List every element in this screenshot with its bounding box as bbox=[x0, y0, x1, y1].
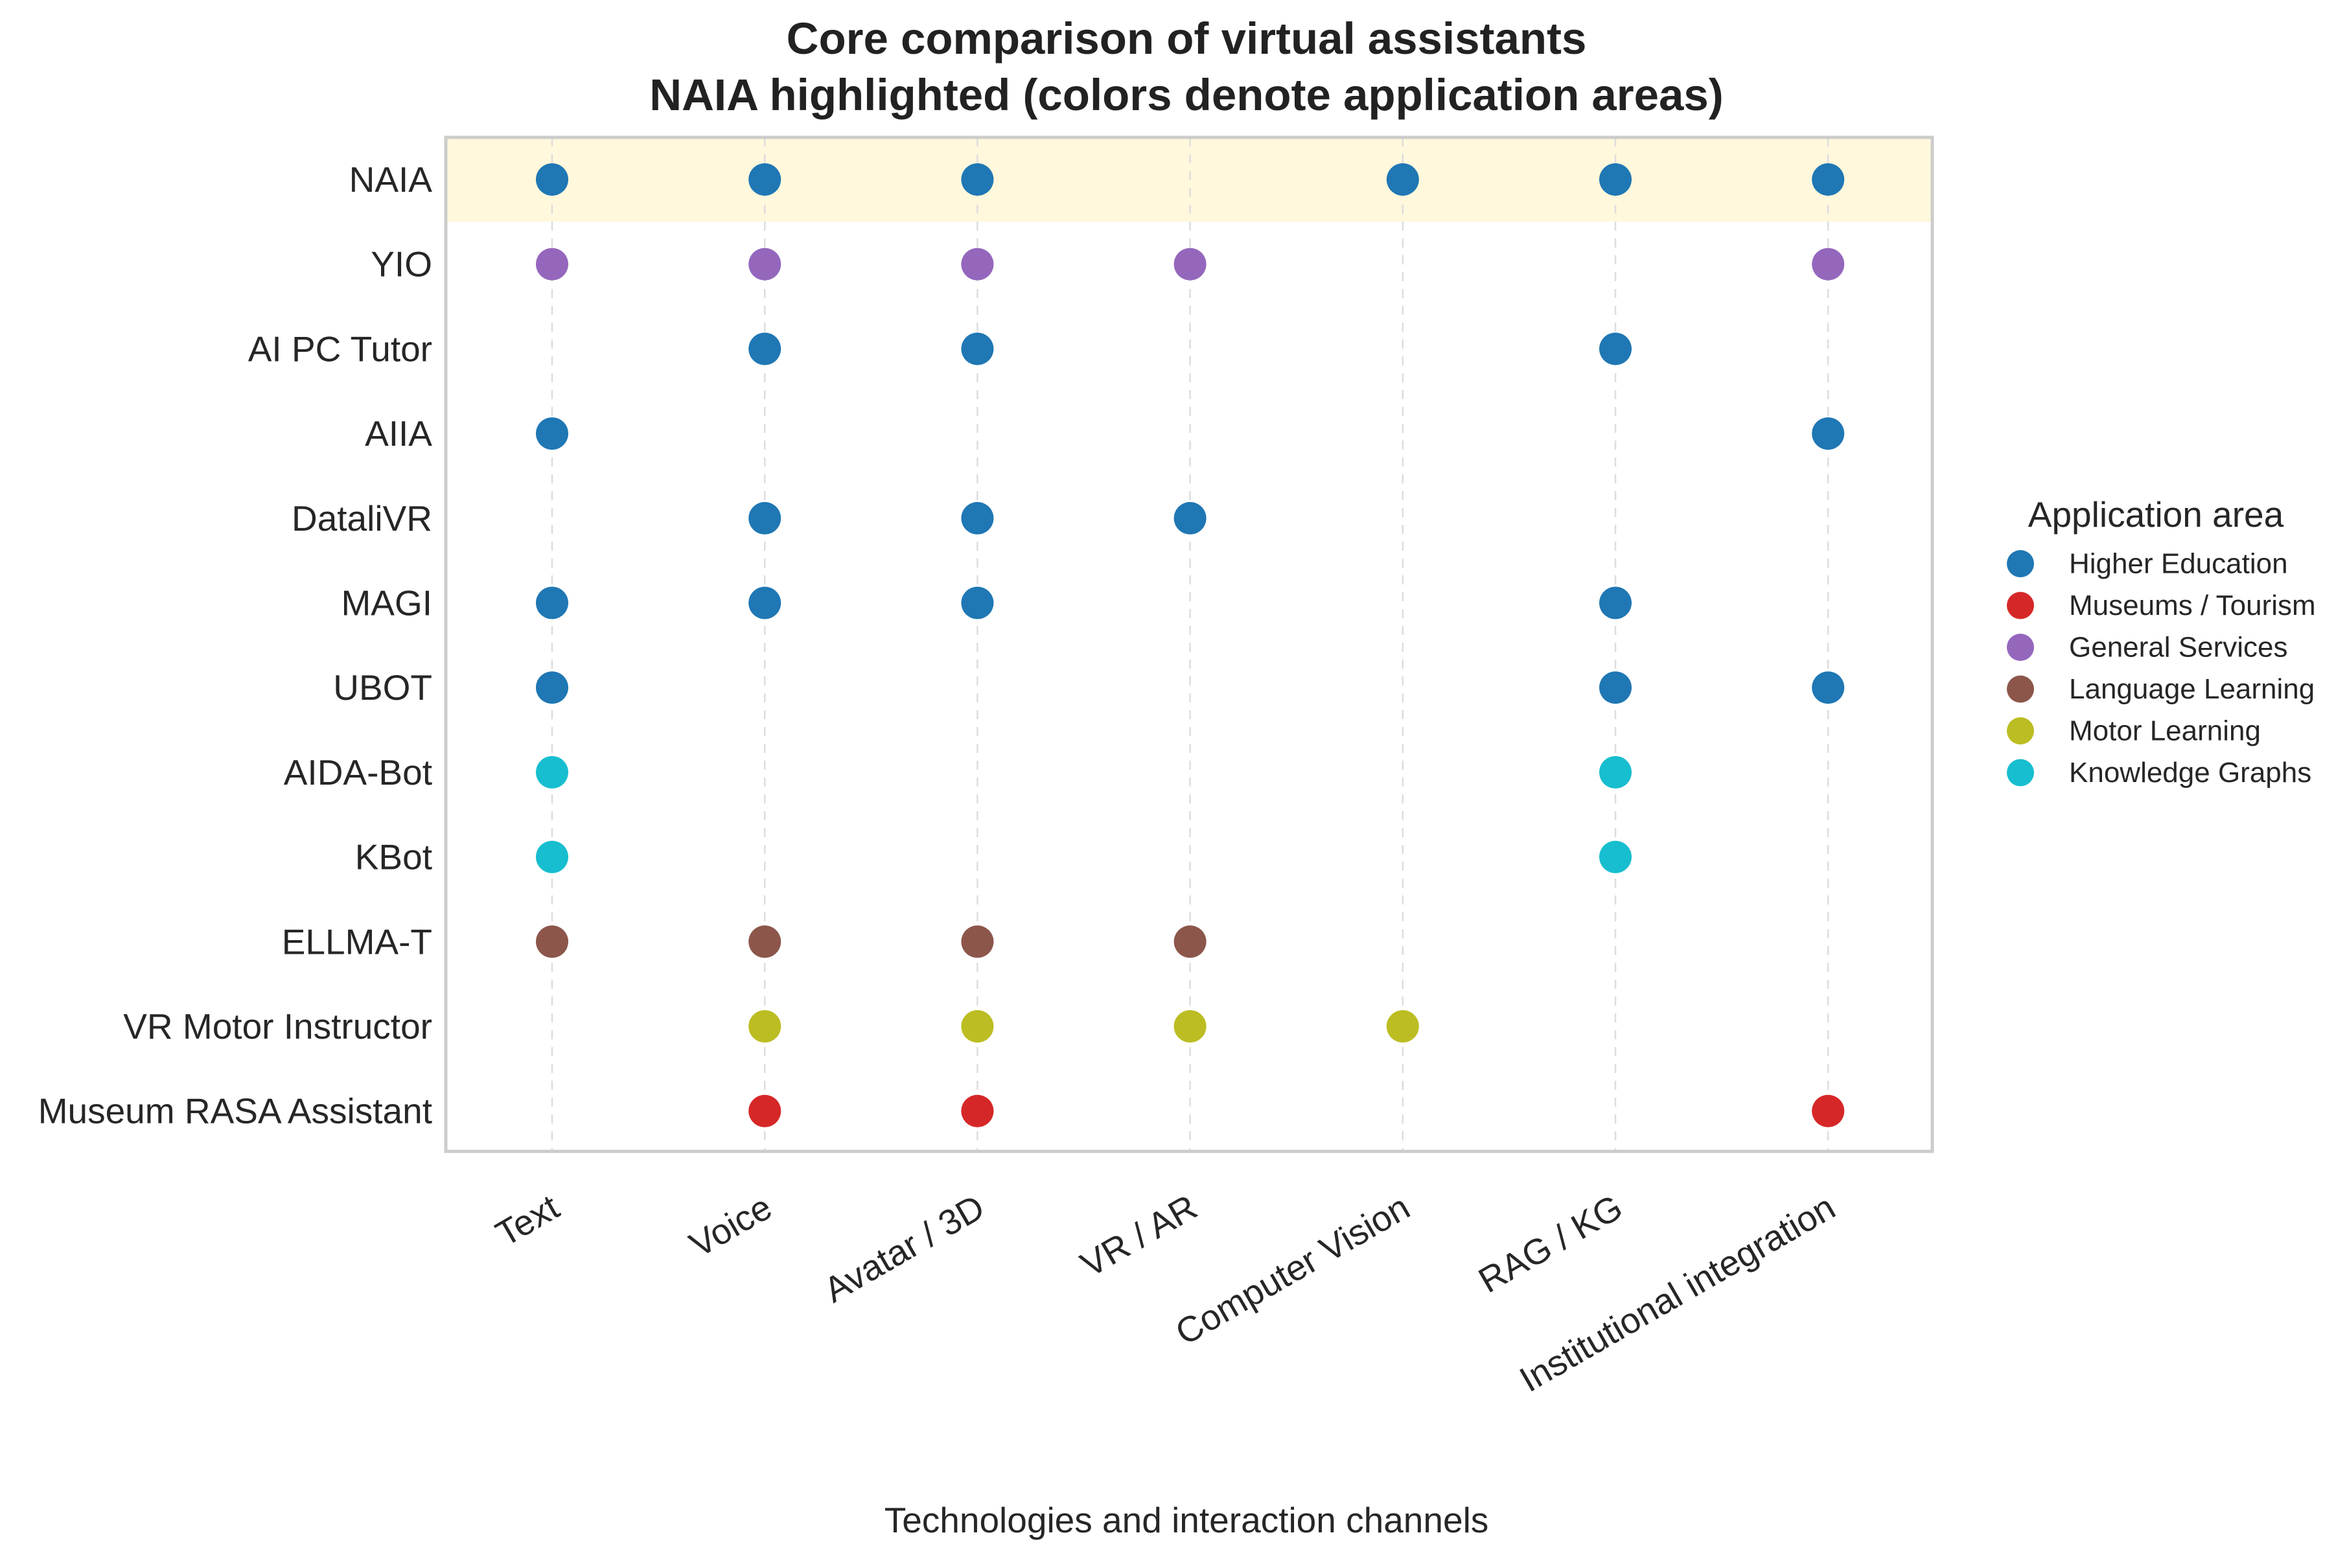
legend-label-knowledge-graphs: Knowledge Graphs bbox=[2069, 757, 2311, 789]
point-ellma-t-voice bbox=[748, 925, 781, 958]
point-yio-avatar-3d bbox=[961, 248, 994, 281]
y-tick-aiia: AIIA bbox=[365, 413, 432, 454]
y-tick-magi: MAGI bbox=[341, 583, 432, 623]
y-tick-datalivr: DataliVR bbox=[292, 498, 432, 538]
point-datalivr-avatar-3d bbox=[961, 502, 994, 535]
point-naia-voice bbox=[748, 163, 781, 196]
data-points bbox=[536, 163, 1845, 1127]
point-magi-rag-kg bbox=[1599, 586, 1632, 619]
grid-lines bbox=[551, 137, 1829, 1151]
point-aida-bot-text bbox=[536, 755, 568, 789]
legend-marker-motor-learning bbox=[2007, 717, 2034, 744]
point-ai-pc-tutor-voice bbox=[748, 332, 781, 365]
plot-frame bbox=[444, 135, 1934, 1153]
point-yio-voice bbox=[748, 248, 781, 281]
point-datalivr-vr-ar bbox=[1174, 502, 1207, 535]
point-ubot-institutional-integration bbox=[1812, 671, 1845, 704]
legend-marker-knowledge-graphs bbox=[2007, 759, 2034, 787]
point-aiia-text bbox=[536, 417, 568, 450]
legend-label-museums-tourism: Museums / Tourism bbox=[2069, 590, 2316, 621]
y-tick-labels: NAIA YIO AI PC Tutor AIIA DataliVR MAGI UBOT AI… bbox=[38, 159, 433, 1131]
legend-marker-museums-tourism bbox=[2007, 592, 2034, 619]
point-ubot-rag-kg bbox=[1599, 671, 1632, 704]
x-tick-avatar-3d: Avatar / 3D bbox=[817, 1186, 991, 1310]
point-naia-computer-vision bbox=[1386, 163, 1419, 196]
point-ellma-t-avatar-3d bbox=[961, 925, 994, 958]
point-vr-motor-instructor-vr-ar bbox=[1174, 1010, 1207, 1043]
point-ai-pc-tutor-avatar-3d bbox=[961, 332, 994, 365]
legend-title: Application area bbox=[2028, 494, 2284, 535]
point-vr-motor-instructor-avatar-3d bbox=[961, 1010, 994, 1043]
legend-label-motor-learning: Motor Learning bbox=[2069, 715, 2261, 747]
point-museum-rasa-assistant-voice bbox=[748, 1094, 781, 1127]
point-naia-institutional-integration bbox=[1812, 163, 1845, 196]
legend-marker-general-services bbox=[2007, 634, 2034, 661]
x-tick-vr-ar: VR / AR bbox=[1074, 1186, 1203, 1285]
y-tick-naia: NAIA bbox=[349, 159, 433, 200]
y-tick-museum-rasa-assistant: Museum RASA Assistant bbox=[38, 1091, 432, 1131]
legend-label-higher-education: Higher Education bbox=[2069, 548, 2288, 580]
point-magi-text bbox=[536, 586, 568, 619]
legend-label-general-services: General Services bbox=[2069, 632, 2287, 663]
point-naia-rag-kg bbox=[1599, 163, 1632, 196]
point-museum-rasa-assistant-avatar-3d bbox=[961, 1094, 994, 1127]
point-museum-rasa-assistant-institutional-integration bbox=[1812, 1094, 1845, 1127]
x-tick-rag-kg: RAG / KG bbox=[1472, 1186, 1629, 1300]
y-tick-aida-bot: AIDA-Bot bbox=[284, 752, 432, 792]
y-tick-kbot: KBot bbox=[355, 837, 432, 877]
y-tick-ai-pc-tutor: AI PC Tutor bbox=[248, 329, 432, 369]
point-yio-institutional-integration bbox=[1812, 248, 1845, 281]
point-ellma-t-vr-ar bbox=[1174, 925, 1207, 958]
y-tick-ubot: UBOT bbox=[333, 667, 432, 708]
x-tick-text: Text bbox=[489, 1186, 566, 1254]
legend-label-language-learning: Language Learning bbox=[2069, 673, 2315, 705]
point-yio-vr-ar bbox=[1174, 248, 1207, 281]
x-axis-label: Technologies and interaction channels bbox=[884, 1500, 1489, 1540]
y-tick-yio: YIO bbox=[371, 244, 432, 284]
legend: Application area Higher Education Museums… bbox=[2007, 494, 2316, 789]
highlight-band bbox=[446, 137, 1932, 222]
point-kbot-rag-kg bbox=[1599, 840, 1632, 873]
legend-marker-language-learning bbox=[2007, 675, 2034, 703]
y-tick-vr-motor-instructor: VR Motor Instructor bbox=[123, 1006, 432, 1046]
x-tick-voice: Voice bbox=[683, 1186, 779, 1265]
point-aiia-institutional-integration bbox=[1812, 417, 1845, 450]
point-vr-motor-instructor-computer-vision bbox=[1386, 1010, 1419, 1043]
y-tick-ellma-t: ELLMA-T bbox=[282, 921, 432, 962]
point-naia-text bbox=[536, 163, 568, 196]
point-yio-text bbox=[536, 248, 568, 281]
chart-title-line-1: Core comparison of virtual assistants bbox=[787, 14, 1587, 63]
legend-entries: Higher Education Museums / Tourism General… bbox=[2007, 548, 2316, 789]
point-magi-avatar-3d bbox=[961, 586, 994, 619]
point-kbot-text bbox=[536, 840, 568, 873]
point-ai-pc-tutor-rag-kg bbox=[1599, 332, 1632, 365]
point-datalivr-voice bbox=[748, 502, 781, 535]
point-vr-motor-instructor-voice bbox=[748, 1010, 781, 1043]
x-tick-computer-vision: Computer Vision bbox=[1169, 1186, 1416, 1352]
point-magi-voice bbox=[748, 586, 781, 619]
chart-title-line-2: NAIA highlighted (colors denote applicat… bbox=[649, 70, 1723, 120]
point-ellma-t-text bbox=[536, 925, 568, 958]
point-ubot-text bbox=[536, 671, 568, 704]
point-aida-bot-rag-kg bbox=[1599, 755, 1632, 789]
legend-marker-higher-education bbox=[2007, 550, 2034, 577]
point-naia-avatar-3d bbox=[961, 163, 994, 196]
